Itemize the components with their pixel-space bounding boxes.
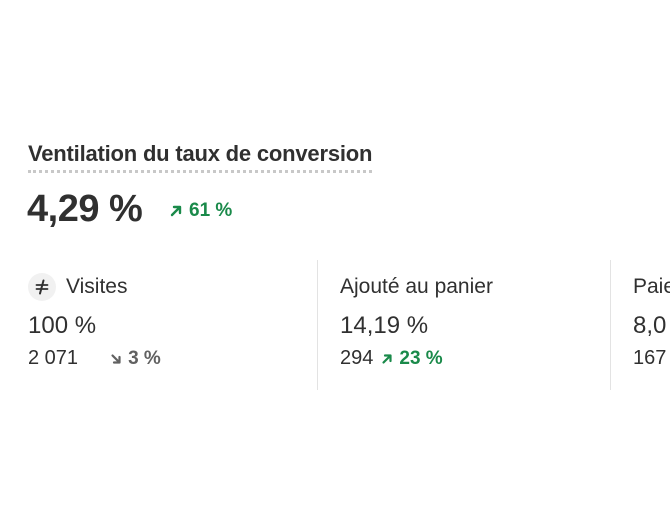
step-visits-percent: 100 % (28, 312, 97, 339)
step-visits-foot: 2 071 3 % (28, 347, 161, 370)
arrow-down-right-icon (111, 353, 121, 364)
stripe-split-icon (28, 273, 56, 301)
step-visits-head: Visites (28, 268, 161, 306)
conversion-rate-trend: 61 % (169, 200, 232, 222)
step-visits: Visites 100 % 2 071 3 % (28, 270, 161, 370)
step-cart-label: Ajouté au panier (340, 275, 493, 298)
step-visits-trend: 3 % (110, 348, 161, 370)
step-checkout-label: Paie (633, 275, 670, 298)
step-visits-label: Visites (66, 275, 128, 298)
conversion-rate-trend-value: 61 % (189, 200, 233, 221)
conversion-rate-value: 4,29 % (27, 188, 143, 230)
step-added-to-cart: Ajouté au panier 14,19 % 294 23 % (340, 270, 493, 370)
step-checkout: Paie 8,0 167 (633, 270, 670, 370)
step-visits-count: 2 071 (28, 347, 79, 369)
step-cart-count: 294 (340, 347, 374, 369)
step-checkout-foot: 167 (633, 347, 670, 370)
step-checkout-head: Paie (633, 268, 670, 306)
step-checkout-count: 167 (633, 347, 667, 369)
step-cart-percent: 14,19 % (340, 312, 429, 339)
step-visits-trend-value: 3 % (128, 347, 161, 369)
step-cart-trend-value: 23 % (399, 347, 443, 369)
step-checkout-percent: 8,0 (633, 312, 667, 339)
column-divider (317, 260, 318, 390)
column-divider (610, 260, 611, 390)
step-cart-head: Ajouté au panier (340, 268, 493, 306)
arrow-up-right-icon (170, 205, 182, 217)
card-title[interactable]: Ventilation du taux de conversion (28, 141, 372, 173)
arrow-up-right-icon (382, 353, 392, 364)
step-cart-trend: 23 % (381, 347, 443, 370)
step-cart-foot: 294 23 % (340, 347, 493, 370)
